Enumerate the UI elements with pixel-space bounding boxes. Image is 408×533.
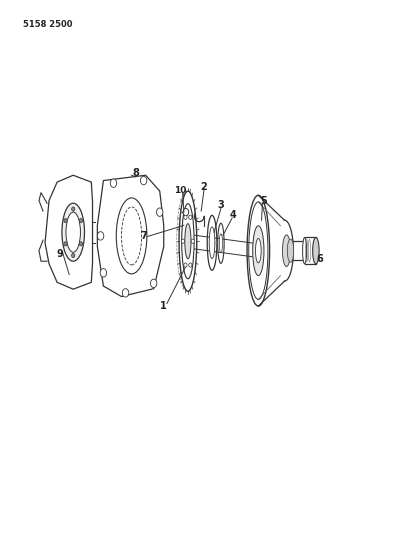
Ellipse shape xyxy=(189,215,192,220)
Ellipse shape xyxy=(98,232,104,240)
Ellipse shape xyxy=(71,207,75,211)
Ellipse shape xyxy=(140,176,147,185)
Polygon shape xyxy=(45,175,93,289)
Text: 7: 7 xyxy=(140,231,147,241)
Ellipse shape xyxy=(62,203,84,261)
Polygon shape xyxy=(98,175,164,296)
Ellipse shape xyxy=(183,208,189,216)
Ellipse shape xyxy=(64,241,67,246)
Ellipse shape xyxy=(122,207,142,265)
Text: 2: 2 xyxy=(201,182,207,192)
Text: 5: 5 xyxy=(260,196,267,206)
Ellipse shape xyxy=(71,253,75,257)
Ellipse shape xyxy=(255,238,261,263)
Ellipse shape xyxy=(179,191,197,292)
Ellipse shape xyxy=(184,263,187,267)
Ellipse shape xyxy=(157,208,163,216)
Ellipse shape xyxy=(110,179,117,188)
Text: 4: 4 xyxy=(230,210,236,220)
Ellipse shape xyxy=(218,223,224,263)
Text: 10: 10 xyxy=(175,185,187,195)
Ellipse shape xyxy=(209,227,215,259)
Text: 9: 9 xyxy=(57,249,64,260)
Ellipse shape xyxy=(313,238,319,264)
Ellipse shape xyxy=(247,195,270,306)
Text: 5158 2500: 5158 2500 xyxy=(23,20,72,29)
Ellipse shape xyxy=(253,226,264,276)
Ellipse shape xyxy=(100,269,106,277)
Ellipse shape xyxy=(182,204,194,279)
Ellipse shape xyxy=(79,219,82,223)
Ellipse shape xyxy=(189,263,192,267)
Text: 6: 6 xyxy=(317,254,323,264)
Ellipse shape xyxy=(303,238,307,264)
Ellipse shape xyxy=(151,279,157,288)
Ellipse shape xyxy=(184,215,187,220)
Ellipse shape xyxy=(287,239,294,262)
Ellipse shape xyxy=(219,234,222,253)
Text: 1: 1 xyxy=(160,301,167,311)
Ellipse shape xyxy=(207,215,217,270)
Text: 3: 3 xyxy=(217,200,224,211)
Ellipse shape xyxy=(191,239,194,243)
Ellipse shape xyxy=(282,235,290,266)
Ellipse shape xyxy=(182,239,185,243)
Ellipse shape xyxy=(116,198,147,274)
Ellipse shape xyxy=(64,219,67,223)
Text: 8: 8 xyxy=(132,168,139,178)
Ellipse shape xyxy=(185,224,191,259)
Ellipse shape xyxy=(79,241,82,246)
Ellipse shape xyxy=(122,289,129,297)
Ellipse shape xyxy=(66,212,80,252)
